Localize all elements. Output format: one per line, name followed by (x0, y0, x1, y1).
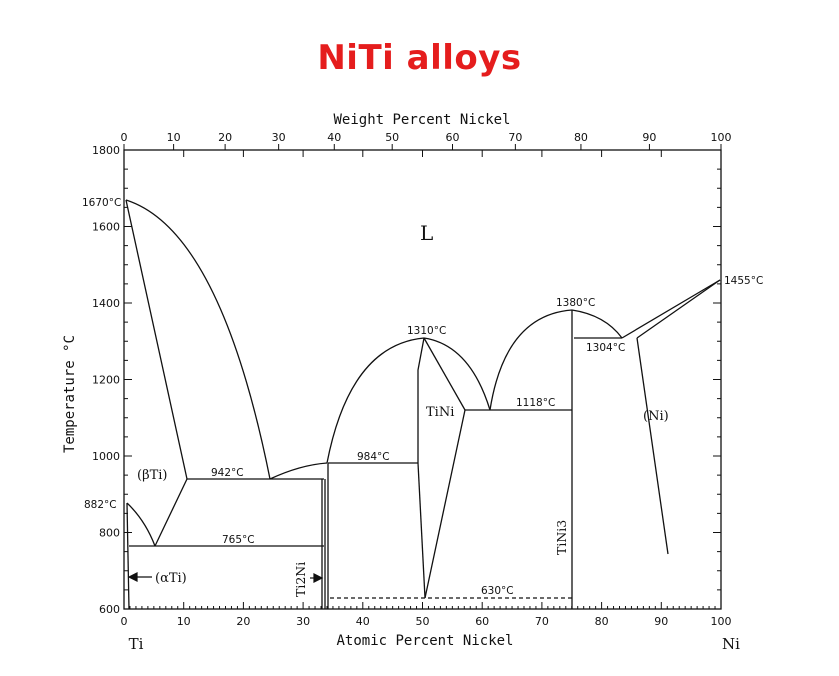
top-tick-label: 10 (167, 131, 181, 144)
annotation-1304: 1304°C (586, 342, 625, 354)
phase-label-liquid: L (420, 221, 433, 245)
beta-ti-solidus (125, 199, 188, 480)
top-axis-label: Weight Percent Nickel (333, 112, 510, 128)
ti2ni-liquidus (269, 462, 328, 480)
alpha-ti-arrow (127, 572, 152, 582)
element-label-ni: Ni (722, 635, 740, 653)
y-tick-label: 1200 (92, 374, 120, 387)
y-tick-label: 1000 (92, 450, 120, 463)
bottom-tick-label: 20 (236, 615, 250, 628)
slide-title: NiTi alloys (317, 38, 522, 78)
tini3-liquidus-right (571, 309, 623, 339)
bottom-axis-label: Atomic Percent Nickel (336, 633, 513, 649)
y-tick-label: 600 (99, 603, 120, 616)
y-tick-label: 800 (99, 527, 120, 540)
bottom-tick-label: 50 (416, 615, 430, 628)
tini-liquidus-left (326, 337, 425, 464)
tini3-liquidus-left (489, 309, 573, 411)
tini-solidus-right (423, 337, 466, 411)
top-tick-label: 60 (445, 131, 459, 144)
y-axis-label: Temperature °C (62, 335, 78, 453)
axis-tick-labels: 0 10 20 30 40 50 60 70 80 90 1000 10 20 30 40 50 60 70 80 9… (92, 131, 732, 628)
annotation-942: 942°C (211, 467, 244, 479)
bottom-tick-label: 30 (296, 615, 310, 628)
axis-ticks (123, 144, 722, 610)
annotation-1380: 1380°C (556, 297, 595, 309)
phase-label-tini: TiNi (426, 405, 454, 420)
tini-left-solvus (417, 462, 426, 599)
element-label-ti: Ti (129, 635, 144, 653)
bottom-tick-label: 10 (177, 615, 191, 628)
top-tick-label: 90 (642, 131, 656, 144)
phase-label-ti2ni: Ti2Ni (293, 562, 308, 597)
phase-boundaries (125, 199, 721, 610)
liquidus-line (125, 199, 271, 480)
ni-solvus (636, 337, 669, 555)
annotation-1118: 1118°C (516, 397, 555, 409)
bottom-tick-label: 70 (535, 615, 549, 628)
y-tick-label: 1400 (92, 297, 120, 310)
ti2ni-arrow (310, 573, 324, 583)
y-tick-label: 1800 (92, 144, 120, 157)
top-tick-label: 70 (508, 131, 522, 144)
tini-right-solvus (424, 409, 466, 599)
beta-ti-solvus (154, 478, 188, 547)
ni-solidus (636, 279, 721, 339)
annotation-630: 630°C (481, 585, 514, 597)
bottom-tick-label: 40 (356, 615, 370, 628)
annotation-765: 765°C (222, 534, 255, 546)
top-tick-label: 20 (218, 131, 232, 144)
bottom-tick-label: 90 (654, 615, 668, 628)
bottom-tick-label: 0 (121, 615, 128, 628)
top-tick-label: 0 (121, 131, 128, 144)
alpha-ti-boundary (126, 502, 130, 610)
phase-label-tini3: TiNi3 (554, 520, 569, 555)
top-tick-label: 50 (385, 131, 399, 144)
y-tick-label: 1600 (92, 221, 120, 234)
annotation-1670: 1670°C (82, 197, 121, 209)
top-tick-label: 30 (272, 131, 286, 144)
beta-transus (126, 502, 156, 547)
tini-liquidus-right (423, 337, 491, 411)
annotation-882: 882°C (84, 499, 117, 511)
phase-label-beta-ti: (βTi) (137, 468, 168, 483)
annotation-984: 984°C (357, 451, 390, 463)
tini-left-boundary (417, 337, 425, 463)
annotation-1455: 1455°C (724, 275, 763, 287)
top-tick-label: 100 (711, 131, 732, 144)
bottom-tick-label: 60 (475, 615, 489, 628)
phase-label-ni: (Ni) (643, 409, 669, 424)
top-tick-label: 80 (574, 131, 588, 144)
ni-liquidus (621, 279, 721, 339)
top-tick-label: 40 (327, 131, 341, 144)
bottom-tick-label: 100 (711, 615, 732, 628)
annotation-1310: 1310°C (407, 325, 446, 337)
phase-label-alpha-ti: (αTi) (155, 571, 187, 586)
bottom-tick-label: 80 (595, 615, 609, 628)
